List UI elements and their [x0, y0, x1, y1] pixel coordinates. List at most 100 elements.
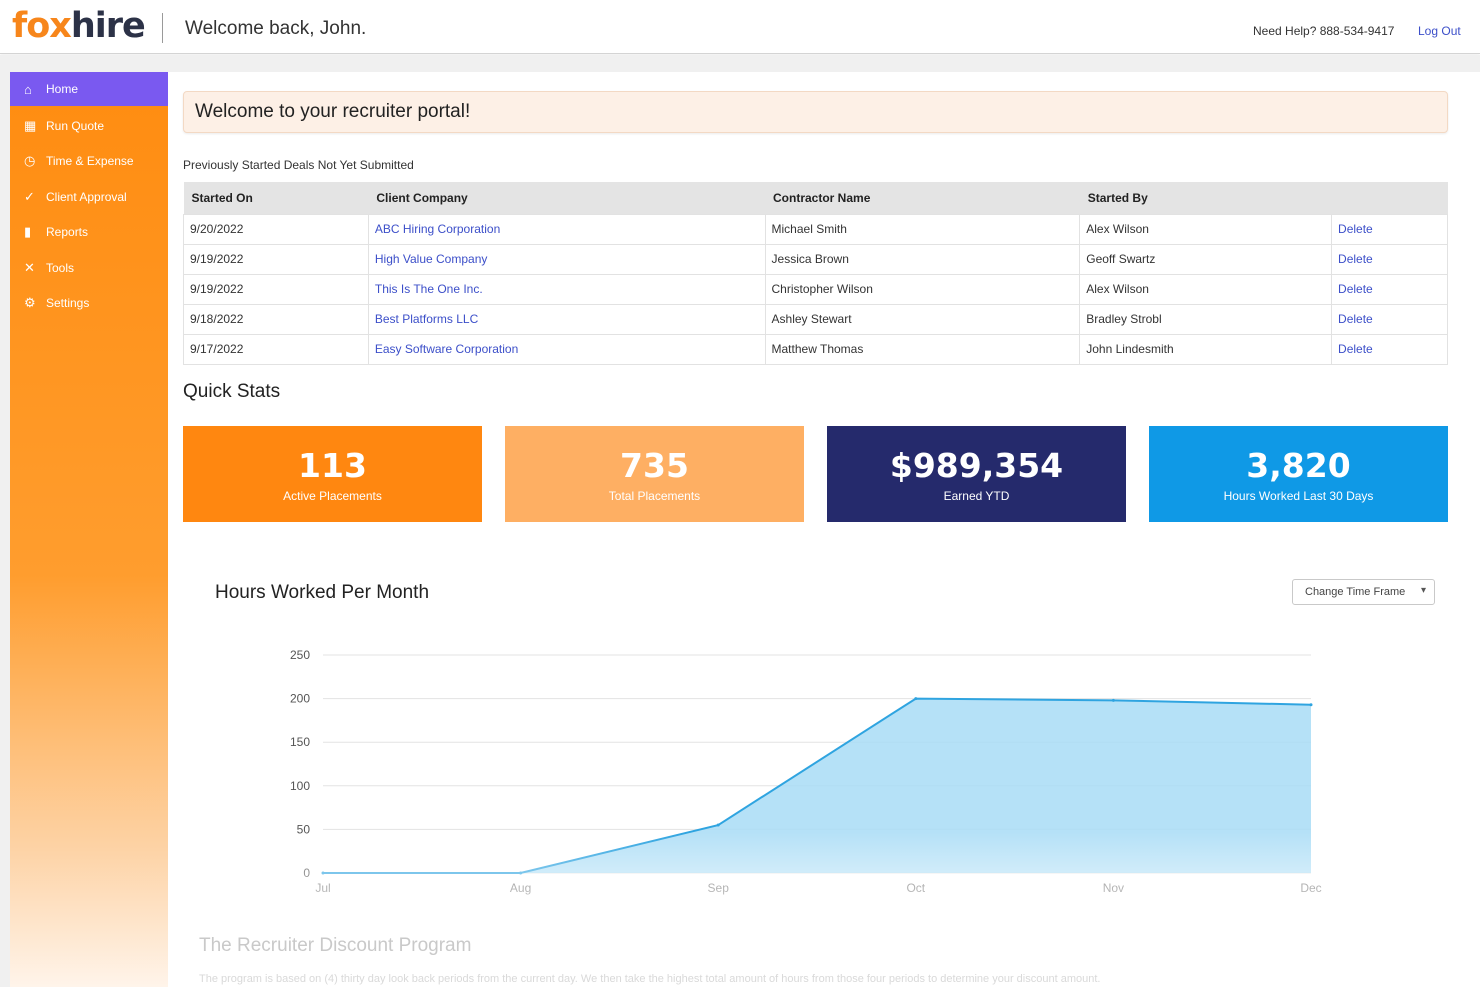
logout-link[interactable]: Log Out — [1418, 24, 1461, 38]
y-tick-label: 200 — [290, 692, 310, 706]
table-row: 9/19/2022 High Value Company Jessica Bro… — [183, 243, 1448, 275]
quick-stats-title: Quick Stats — [183, 381, 281, 402]
cell-started-on: 9/19/2022 — [183, 243, 369, 275]
delete-link[interactable]: Delete — [1331, 273, 1448, 305]
data-point — [1309, 703, 1313, 707]
stat-card-hours-worked: 3,820 Hours Worked Last 30 Days — [1149, 426, 1448, 522]
y-tick-label: 150 — [290, 735, 310, 749]
cell-contractor-name: Christopher Wilson — [764, 273, 1081, 305]
delete-link[interactable]: Delete — [1331, 333, 1448, 365]
foxhire-logo[interactable]: foxhire — [12, 6, 146, 46]
stat-value: 113 — [298, 446, 367, 485]
table-row: 9/19/2022 This Is The One Inc. Christoph… — [183, 273, 1448, 305]
sidebar-item-label: Reports — [46, 225, 89, 239]
stat-value: 735 — [620, 446, 689, 485]
clock-icon: ◷ — [24, 153, 36, 168]
discount-program-title: The Recruiter Discount Program — [199, 935, 472, 956]
area-fill — [323, 698, 1311, 873]
stat-card-earned-ytd: $989,354 Earned YTD — [827, 426, 1126, 522]
home-icon: ⌂ — [24, 81, 32, 97]
sidebar-item-label: Run Quote — [46, 119, 105, 133]
sidebar-item-label: Settings — [46, 296, 90, 310]
sidebar-item-label: Client Approval — [46, 190, 127, 204]
client-company-link[interactable]: High Value Company — [367, 243, 766, 275]
delete-link[interactable]: Delete — [1331, 303, 1448, 335]
deals-table: Started On Client Company Contractor Nam… — [183, 182, 1448, 365]
data-point — [321, 871, 325, 875]
data-point — [519, 871, 523, 875]
y-tick-label: 100 — [290, 779, 310, 793]
welcome-banner: Welcome to your recruiter portal! — [183, 91, 1448, 133]
time-frame-select[interactable]: Change Time Frame ▾ — [1292, 579, 1435, 605]
stat-value: 3,820 — [1246, 446, 1351, 485]
x-tick-label: Nov — [1103, 881, 1124, 895]
cell-contractor-name: Michael Smith — [764, 213, 1081, 245]
stat-label: Earned YTD — [943, 489, 1010, 503]
delete-link[interactable]: Delete — [1331, 243, 1448, 275]
client-company-link[interactable]: Best Platforms LLC — [367, 303, 766, 335]
sidebar-item-label: Time & Expense — [46, 154, 134, 168]
chevron-down-icon: ▾ — [1420, 585, 1426, 596]
column-header-actions — [1331, 182, 1448, 214]
x-tick-label: Sep — [708, 881, 730, 895]
cell-started-by: Geoff Swartz — [1079, 243, 1333, 275]
tools-icon: ✕ — [24, 260, 35, 275]
sidebar-item-tools[interactable]: ✕ Tools — [10, 251, 168, 285]
page-area: ⌂ Home ▦ Run Quote ◷ Time & Expense ✓ Cl… — [0, 55, 1480, 987]
top-header: foxhire Welcome back, John. Need Help? 8… — [0, 0, 1480, 54]
sidebar-item-reports[interactable]: ▮ Reports — [10, 215, 168, 249]
logo-fox-text: fox — [12, 6, 72, 46]
stat-label: Active Placements — [283, 489, 382, 503]
cell-started-on: 9/18/2022 — [183, 303, 369, 335]
help-phone: Need Help? 888-534-9417 — [1253, 24, 1395, 38]
sidebar-item-label: Tools — [46, 261, 75, 275]
stat-card-active-placements: 113 Active Placements — [183, 426, 482, 522]
column-header-started-on[interactable]: Started On — [183, 182, 369, 214]
logo-hire-text: hire — [70, 6, 146, 46]
stat-value: $989,354 — [889, 446, 1064, 485]
x-tick-label: Dec — [1300, 881, 1321, 895]
sidebar-item-run-quote[interactable]: ▦ Run Quote — [10, 109, 168, 143]
client-company-link[interactable]: This Is The One Inc. — [367, 273, 766, 305]
cell-contractor-name: Ashley Stewart — [764, 303, 1081, 335]
welcome-message: Welcome back, John. — [185, 18, 367, 39]
data-point — [914, 697, 918, 701]
column-header-client-company[interactable]: Client Company — [368, 182, 766, 214]
gear-icon: ⚙ — [24, 295, 36, 310]
sidebar-item-settings[interactable]: ⚙ Settings — [10, 286, 168, 320]
sidebar-item-home[interactable]: ⌂ Home — [10, 72, 168, 106]
y-tick-label: 250 — [290, 648, 310, 662]
y-tick-label: 50 — [297, 822, 311, 836]
x-tick-label: Aug — [510, 881, 531, 895]
x-tick-label: Jul — [315, 881, 330, 895]
header-divider — [162, 13, 163, 43]
sidebar-item-client-approval[interactable]: ✓ Client Approval — [10, 180, 168, 214]
delete-link[interactable]: Delete — [1331, 213, 1448, 245]
column-header-contractor-name[interactable]: Contractor Name — [765, 182, 1080, 214]
data-point — [1111, 698, 1115, 702]
discount-program-text: The program is based on (4) thirty day l… — [199, 973, 1101, 985]
table-row: 9/17/2022 Easy Software Corporation Matt… — [183, 333, 1448, 365]
y-tick-label: 0 — [303, 866, 310, 880]
hours-chart: 0 50 100 150 200 250 Jul Aug Sep Oct Nov Dec — [290, 648, 1322, 895]
stat-card-total-placements: 735 Total Placements — [505, 426, 804, 522]
cell-started-by: Alex Wilson — [1079, 273, 1333, 305]
calculator-icon: ▦ — [24, 118, 37, 133]
bar-chart-icon: ▮ — [24, 224, 32, 239]
column-header-started-by[interactable]: Started By — [1079, 182, 1332, 214]
time-frame-select-value: Change Time Frame — [1305, 586, 1406, 598]
main-content: Welcome to your recruiter portal! Previo… — [168, 72, 1480, 987]
table-row: 9/18/2022 Best Platforms LLC Ashley Stew… — [183, 303, 1448, 335]
sidebar: ⌂ Home ▦ Run Quote ◷ Time & Expense ✓ Cl… — [10, 72, 168, 987]
cell-contractor-name: Jessica Brown — [764, 243, 1081, 275]
stat-label: Hours Worked Last 30 Days — [1223, 489, 1374, 503]
client-company-link[interactable]: ABC Hiring Corporation — [367, 213, 766, 245]
cell-started-by: Alex Wilson — [1079, 213, 1333, 245]
chart-title: Hours Worked Per Month — [215, 582, 430, 603]
cell-started-on: 9/19/2022 — [183, 273, 369, 305]
check-icon: ✓ — [24, 189, 35, 204]
cell-started-on: 9/17/2022 — [183, 333, 369, 365]
data-point — [716, 823, 720, 827]
client-company-link[interactable]: Easy Software Corporation — [367, 333, 766, 365]
sidebar-item-time-expense[interactable]: ◷ Time & Expense — [10, 144, 168, 178]
